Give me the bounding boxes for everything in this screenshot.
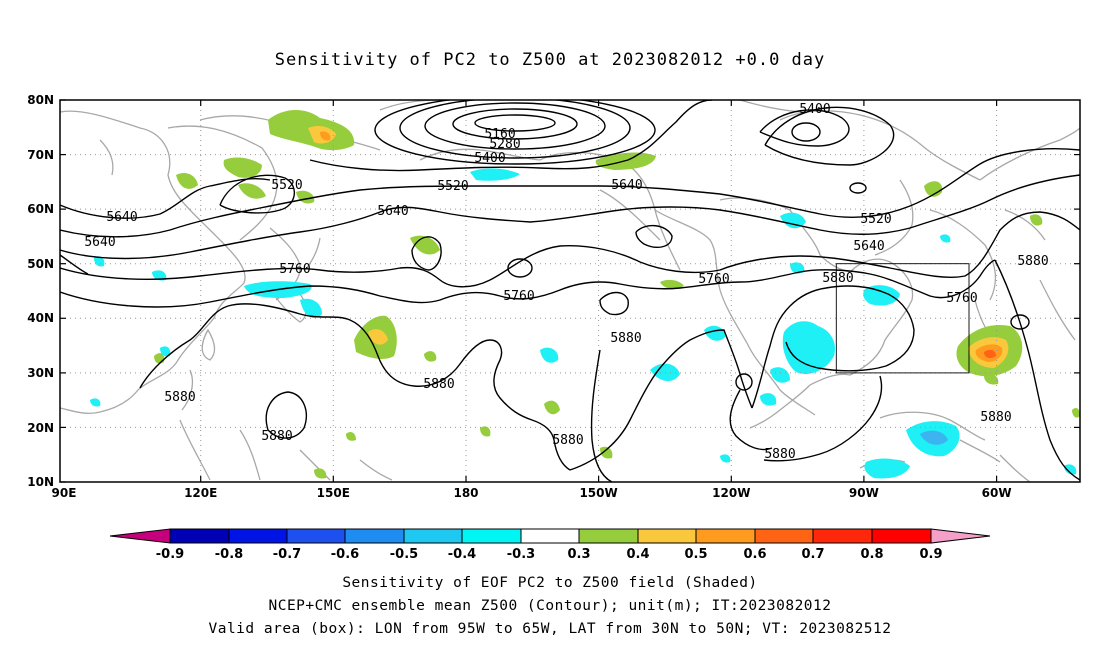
colorbar-label: -0.3: [507, 547, 535, 562]
colorbar-label: 0.5: [684, 547, 707, 562]
lat-label: 60N: [27, 202, 54, 216]
lon-label: 120W: [712, 486, 750, 500]
contour-label: 5400: [474, 151, 505, 166]
lon-label: 60W: [982, 486, 1012, 500]
colorbar-label: 0.3: [567, 547, 590, 562]
positive-shading: [154, 109, 1080, 479]
colorbar-swatch: [754, 528, 814, 544]
contour-label: 5760: [279, 262, 310, 277]
chart-title: Sensitivity of PC2 to Z500 at 2023082012…: [274, 50, 826, 70]
colorbar-swatch: [520, 528, 580, 544]
lat-label: 10N: [27, 475, 54, 489]
colorbar-label: -0.7: [273, 547, 301, 562]
caption-contour: NCEP+CMC ensemble mean Z500 (Contour); u…: [268, 598, 832, 614]
lon-label: 90E: [52, 486, 77, 500]
colorbar-swatch: [228, 528, 288, 544]
contour-label: 5640: [84, 235, 115, 250]
colorbar-swatch: [812, 528, 873, 544]
colorbar-swatch: [109, 528, 171, 544]
colorbar-swatch: [930, 528, 991, 544]
lat-label: 50N: [27, 257, 54, 271]
contour-label: 5280: [489, 137, 520, 152]
valid-area-box: [835, 263, 970, 374]
colorbar-label: -0.9: [156, 547, 184, 562]
contour-label: 5880: [764, 447, 795, 462]
colorbar-label: -0.8: [215, 547, 243, 562]
contour-label: 5400: [799, 102, 830, 117]
contour-label: 5640: [377, 204, 408, 219]
contour-label: 5760: [503, 289, 534, 304]
colorbar-swatch: [578, 528, 639, 544]
contour-label: 5880: [980, 410, 1011, 425]
lon-label: 150E: [317, 486, 350, 500]
colorbar-swatch: [286, 528, 346, 544]
contour-label: 5880: [261, 429, 292, 444]
colorbar-swatch: [169, 528, 230, 544]
colorbar-label: 0.7: [801, 547, 824, 562]
contour-label: 5640: [853, 239, 884, 254]
contour-label: 5880: [423, 377, 454, 392]
lon-label: 120E: [184, 486, 217, 500]
contour-label: 5520: [437, 179, 468, 194]
contour-label: 5880: [552, 433, 583, 448]
colorbar: [109, 528, 991, 544]
map-frame: [59, 99, 1081, 483]
contour-label: 5880: [1017, 254, 1048, 269]
contour-labels: 5160 5280 5400 5400 5520 5520 5520 5640 …: [84, 102, 1048, 462]
lon-label: 90W: [849, 486, 879, 500]
z500-contours: [60, 100, 1080, 482]
colorbar-label: 0.9: [919, 547, 942, 562]
colorbar-swatch: [403, 528, 463, 544]
tick-marks: [60, 99, 1080, 483]
contour-label: 5880: [610, 331, 641, 346]
colorbar-label: -0.6: [331, 547, 359, 562]
contour-label: 5640: [106, 210, 137, 225]
colorbar-swatch: [344, 528, 405, 544]
lon-label: 150W: [579, 486, 617, 500]
contour-label: 5880: [822, 271, 853, 286]
contour-label: 5160: [484, 127, 515, 142]
caption-shading: Sensitivity of EOF PC2 to Z500 field (Sh…: [342, 575, 758, 591]
colorbar-labels: -0.9 -0.8 -0.7 -0.6 -0.5 -0.4 -0.3 0.3 0…: [156, 547, 943, 562]
colorbar-swatch: [637, 528, 697, 544]
contour-label: 5880: [164, 390, 195, 405]
colorbar-label: -0.4: [448, 547, 476, 562]
colorbar-label: 0.6: [743, 547, 766, 562]
lat-label: 80N: [27, 93, 54, 107]
lat-label: 40N: [27, 311, 54, 325]
lat-label: 30N: [27, 366, 54, 380]
gridlines: [60, 100, 1080, 482]
contour-label: 5760: [698, 272, 729, 287]
colorbar-label: 0.8: [860, 547, 883, 562]
longitude-labels: 90E 120E 150E 180 150W 120W 90W 60W: [52, 486, 1012, 500]
contour-label: 5520: [271, 178, 302, 193]
lat-label: 70N: [27, 148, 54, 162]
colorbar-label: 0.4: [626, 547, 649, 562]
lat-label: 20N: [27, 421, 54, 435]
contour-label: 5640: [611, 178, 642, 193]
colorbar-swatch: [695, 528, 756, 544]
latitude-labels: 80N 70N 60N 50N 40N 30N 20N 10N: [27, 93, 54, 489]
colorbar-label: -0.5: [390, 547, 418, 562]
contour-label: 5520: [860, 212, 891, 227]
contour-label: 5760: [946, 291, 977, 306]
colorbar-swatch: [871, 528, 932, 544]
caption-valid-area: Valid area (box): LON from 95W to 65W, L…: [208, 621, 892, 637]
colorbar-swatch: [461, 528, 522, 544]
lon-label: 180: [453, 486, 478, 500]
